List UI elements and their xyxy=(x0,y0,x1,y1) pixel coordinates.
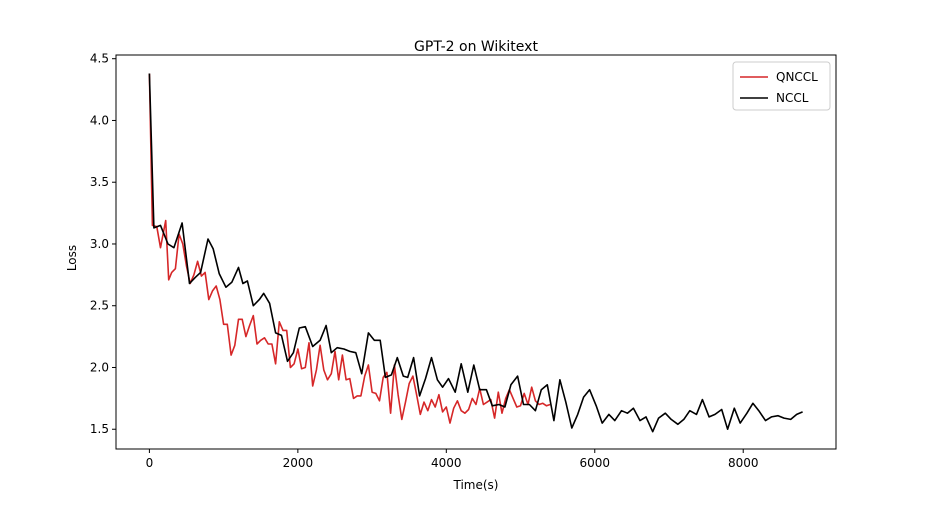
plot-area xyxy=(115,54,837,450)
y-tick-label: 4.0 xyxy=(90,113,109,127)
y-tick-label: 2.5 xyxy=(90,299,109,313)
x-tick-label: 8000 xyxy=(728,456,759,470)
y-axis-ticks: 1.5 2.0 2.5 3.0 3.5 4.0 4.5 xyxy=(90,52,116,436)
x-tick-label: 0 xyxy=(146,456,154,470)
series-line-qnccl xyxy=(148,73,551,424)
y-tick-label: 3.5 xyxy=(90,175,109,189)
x-tick-label: 2000 xyxy=(283,456,314,470)
y-tick-label: 4.5 xyxy=(90,52,109,66)
y-tick-label: 2.0 xyxy=(90,360,109,374)
legend: QNCCL NCCL xyxy=(732,61,831,111)
series-layer xyxy=(148,73,803,433)
legend-label-nccl: NCCL xyxy=(776,91,809,105)
x-tick-label: 4000 xyxy=(431,456,462,470)
legend-label-qnccl: QNCCL xyxy=(776,70,818,84)
x-axis-ticks: 0 2000 4000 6000 8000 xyxy=(146,449,759,470)
x-axis-label: Time(s) xyxy=(453,478,499,492)
chart-title: GPT-2 on Wikitext xyxy=(414,39,538,55)
x-tick-label: 6000 xyxy=(579,456,610,470)
y-tick-label: 3.0 xyxy=(90,237,109,251)
y-tick-label: 1.5 xyxy=(90,422,109,436)
plot-frame xyxy=(115,54,837,450)
y-axis-label: Loss xyxy=(65,245,79,271)
series-line-nccl xyxy=(148,73,803,433)
